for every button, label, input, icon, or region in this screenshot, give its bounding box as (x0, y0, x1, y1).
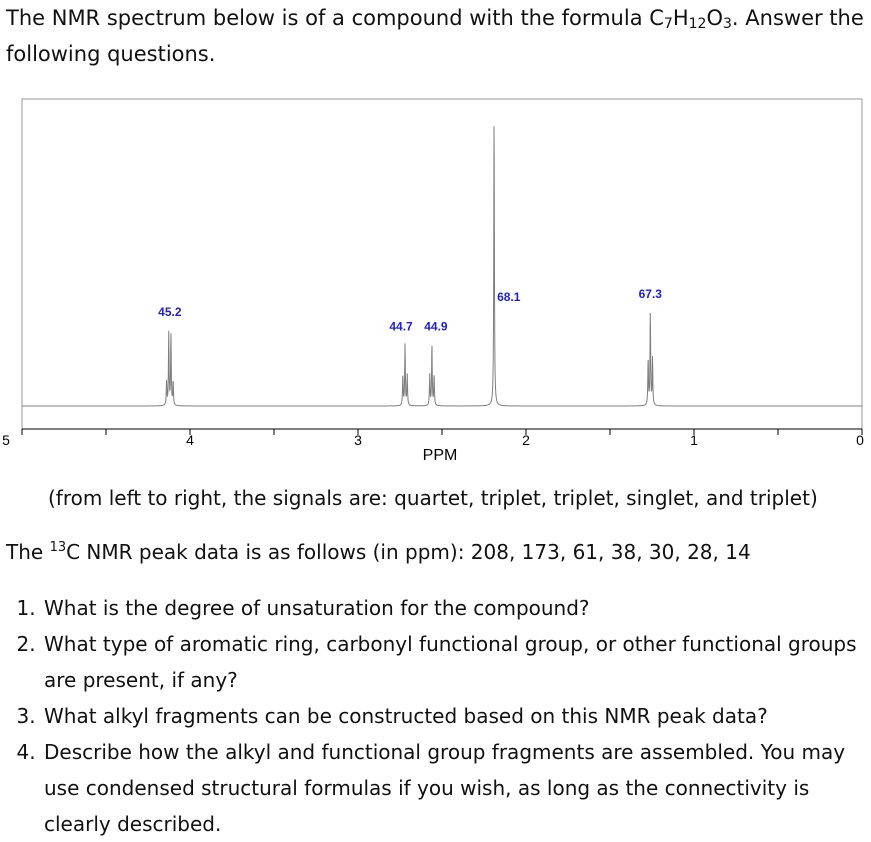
formula-subscript: 3 (723, 16, 732, 32)
peak-label: 44.9 (424, 319, 448, 333)
x-tick-label: 2 (522, 432, 530, 448)
question-2: What type of aromatic ring, carbonyl fun… (42, 626, 862, 698)
intro-before: The NMR spectrum below is of a compound … (6, 6, 650, 30)
c13-text: C NMR peak data is as follows (in ppm): … (66, 540, 751, 564)
x-axis-label: PPM (423, 447, 458, 464)
peak-label: 45.2 (158, 305, 182, 319)
question-1: What is the degree of unsaturation for t… (42, 590, 862, 626)
peak-label: 68.1 (497, 290, 521, 304)
c13-nmr-data: The 13C NMR peak data is as follows (in … (6, 537, 751, 567)
nmr-spectrum-chart: 5 4 3 2 1 0 45.2 44.7 44.9 68.1 67.3 PPM (2, 98, 864, 464)
question-3: What alkyl fragments can be constructed … (42, 698, 862, 734)
intro-text: The NMR spectrum below is of a compound … (6, 0, 866, 72)
formula-element: H (672, 6, 689, 30)
x-tick-label: 3 (354, 432, 362, 448)
peak-label: 44.7 (389, 319, 413, 333)
x-tick-label: 0 (856, 432, 864, 448)
peak-labels: 45.2 44.7 44.9 68.1 67.3 (158, 287, 662, 333)
spectrum-trace (22, 126, 862, 407)
formula-element: O (706, 6, 723, 30)
peak-label: 67.3 (639, 287, 663, 301)
intro-after: . Answer the following questions. (6, 6, 864, 66)
formula-subscript: 12 (688, 16, 707, 32)
x-tick-label: 1 (690, 432, 698, 448)
x-tick-label: 5 (2, 432, 10, 448)
c13-isotope: 13 (49, 540, 67, 555)
molecular-formula: C7H12O3 (649, 6, 732, 32)
formula-subscript: 7 (663, 16, 673, 32)
c13-prefix: The (6, 540, 50, 564)
x-tick-label: 4 (186, 432, 194, 448)
formula-element: C (649, 6, 664, 30)
x-axis-tick-labels: 5 4 3 2 1 0 (2, 432, 864, 448)
signals-note: (from left to right, the signals are: qu… (48, 486, 818, 510)
plot-frame (21, 98, 863, 430)
x-axis-ticks (21, 429, 863, 435)
question-list: What is the degree of unsaturation for t… (0, 590, 862, 842)
question-4: Describe how the alkyl and functional gr… (42, 734, 862, 842)
